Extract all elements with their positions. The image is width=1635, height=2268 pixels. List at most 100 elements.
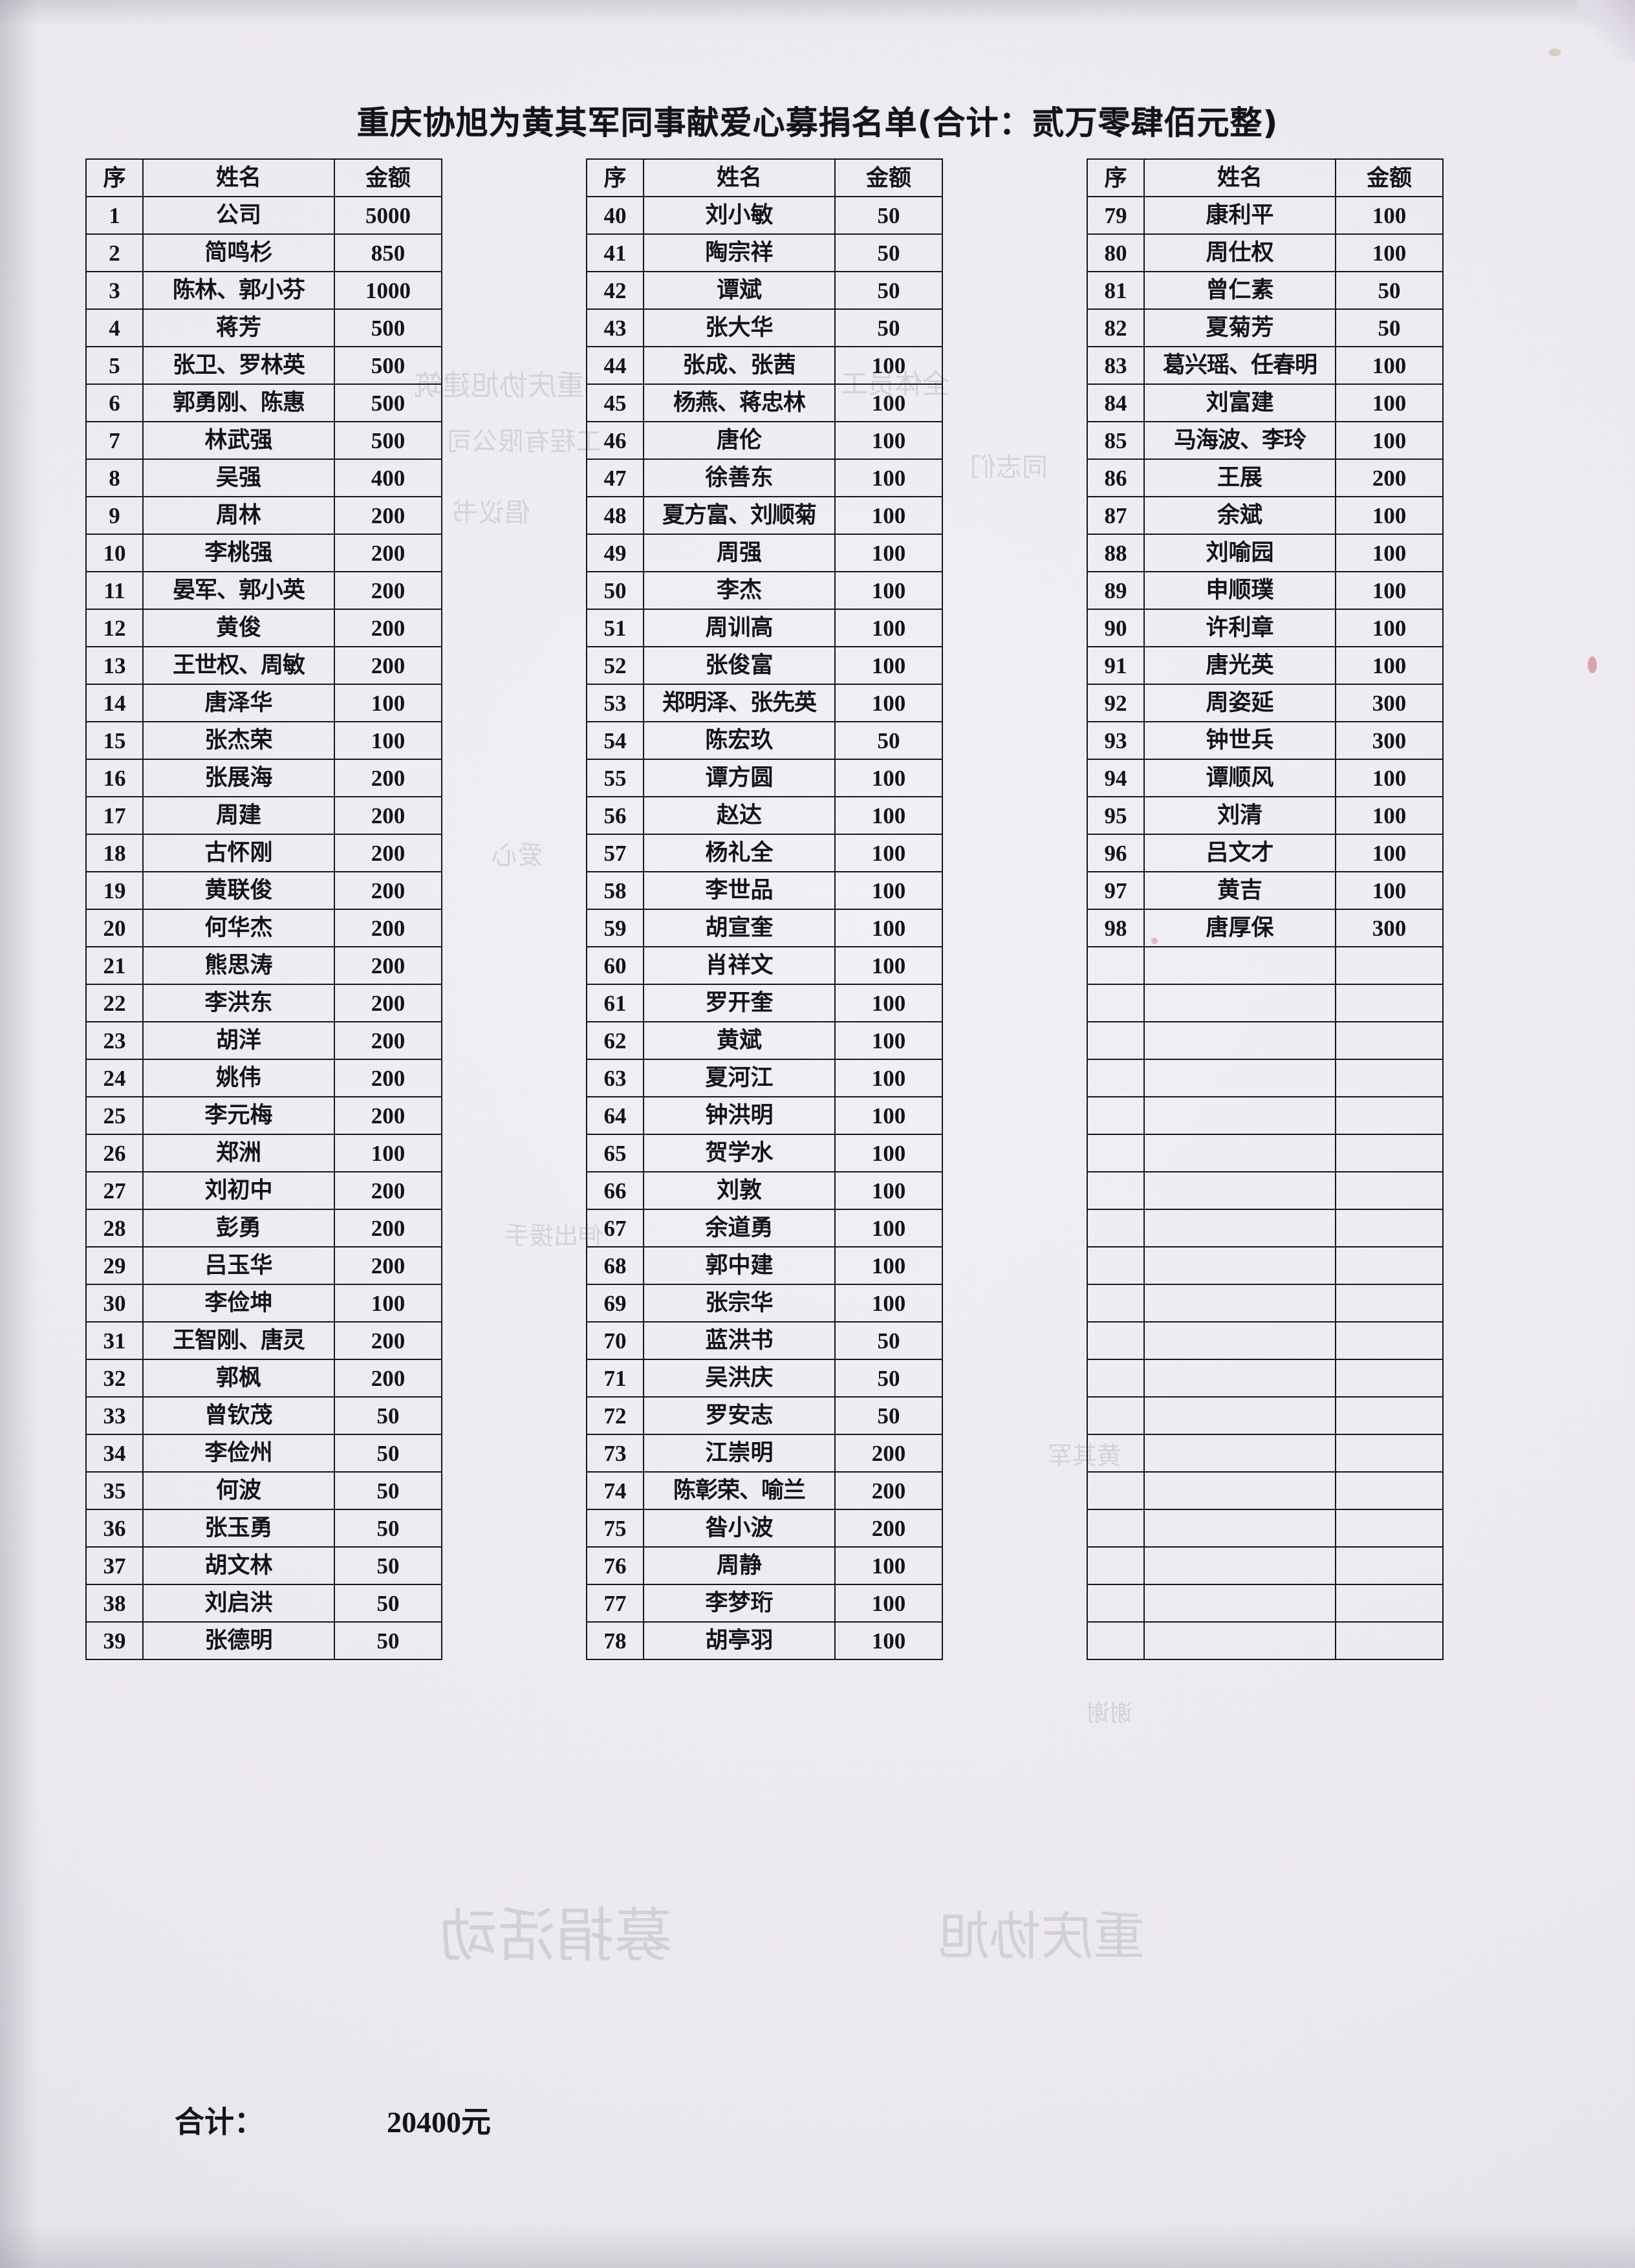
- row-donor-name: 吕文才: [1143, 834, 1336, 872]
- row-amount: 200: [834, 1471, 943, 1510]
- row-index: 19: [85, 871, 144, 910]
- row-index: 17: [85, 796, 144, 835]
- row-amount: 200: [334, 1021, 442, 1060]
- table-row: 34 李俭州 50: [85, 1434, 442, 1473]
- row-donor-name: 罗开奎: [643, 984, 836, 1022]
- row-amount: 100: [1335, 834, 1444, 872]
- row-index: [1087, 1321, 1145, 1360]
- row-amount: [1335, 1359, 1444, 1398]
- table-header-row: 序 姓名 金额: [586, 158, 943, 197]
- table-row: 82 夏菊芳 50: [1087, 308, 1444, 347]
- table-row: 55 谭方圆 100: [586, 759, 943, 797]
- row-donor-name: 张宗华: [643, 1284, 836, 1323]
- table-row: 86 王展 200: [1087, 459, 1444, 497]
- row-donor-name: 王世权、周敏: [142, 646, 335, 685]
- row-index: 72: [586, 1396, 644, 1435]
- row-index: [1087, 984, 1145, 1022]
- row-amount: 200: [334, 834, 442, 872]
- row-amount: 50: [334, 1396, 442, 1435]
- row-index: 5: [85, 346, 144, 385]
- row-donor-name: [1143, 1396, 1336, 1435]
- table-header-row: 序 姓名 金额: [85, 158, 442, 197]
- row-index: 39: [85, 1621, 144, 1660]
- row-amount: [1335, 1021, 1444, 1060]
- row-donor-name: [1143, 1546, 1336, 1585]
- table-row: 98 唐厚保 300: [1087, 909, 1444, 947]
- table-row: 71 吴洪庆 50: [586, 1359, 943, 1398]
- row-donor-name: 王展: [1143, 459, 1336, 497]
- table-row: 95 刘清 100: [1087, 796, 1444, 835]
- row-index: 42: [586, 271, 644, 310]
- row-index: 48: [586, 496, 644, 535]
- row-amount: 100: [1335, 346, 1444, 385]
- row-donor-name: 唐伦: [643, 421, 836, 460]
- row-donor-name: 周建: [142, 796, 335, 835]
- row-donor-name: 刘清: [1143, 796, 1336, 835]
- table-row-empty: [1087, 1284, 1444, 1323]
- table-row: 43 张大华 50: [586, 308, 943, 347]
- table-row-empty: [1087, 1021, 1444, 1060]
- row-amount: 50: [1335, 308, 1444, 347]
- table-row: 90 许利章 100: [1087, 609, 1444, 647]
- table-row: 38 刘启洪 50: [85, 1584, 442, 1623]
- row-index: [1087, 1284, 1145, 1323]
- row-index: 3: [85, 271, 144, 310]
- table-row: 93 钟世兵 300: [1087, 721, 1444, 760]
- row-index: 21: [85, 946, 144, 985]
- row-donor-name: 李世品: [643, 871, 836, 910]
- table-row: 97 黄吉 100: [1087, 871, 1444, 910]
- row-donor-name: 陈彰荣、喻兰: [643, 1471, 836, 1510]
- row-index: 80: [1087, 233, 1145, 272]
- row-index: 56: [586, 796, 644, 835]
- table-row: 32 郭枫 200: [85, 1359, 442, 1398]
- row-amount: 1000: [334, 271, 442, 310]
- row-index: [1087, 1209, 1145, 1247]
- row-index: 41: [586, 233, 644, 272]
- row-amount: 500: [334, 421, 442, 460]
- row-index: 27: [85, 1171, 144, 1210]
- row-donor-name: 刘喻园: [1143, 534, 1336, 572]
- row-donor-name: 曾钦茂: [142, 1396, 335, 1435]
- row-amount: [1335, 1246, 1444, 1285]
- table-body-left: 1 公司 5000 2 简鸣杉 850 3 陈林、郭小芬 1000 4 蒋芳 500 5 张卫、罗林英 50…: [85, 196, 442, 1660]
- row-index: 92: [1087, 684, 1145, 722]
- row-index: 47: [586, 459, 644, 497]
- row-donor-name: 胡宣奎: [643, 909, 836, 947]
- row-index: 84: [1087, 383, 1145, 422]
- row-donor-name: 熊思涛: [142, 946, 335, 985]
- row-donor-name: [1143, 1021, 1336, 1060]
- column-header-index: 序: [586, 158, 644, 197]
- table-row: 3 陈林、郭小芬 1000: [85, 271, 442, 310]
- table-row: 7 林武强 500: [85, 421, 442, 460]
- row-amount: 200: [334, 1059, 442, 1097]
- row-donor-name: 黄斌: [643, 1021, 836, 1060]
- table-row: 15 张杰荣 100: [85, 721, 442, 760]
- row-donor-name: 刘初中: [142, 1171, 335, 1210]
- row-amount: 100: [834, 871, 943, 910]
- row-amount: 300: [1335, 721, 1444, 760]
- row-index: [1087, 1621, 1145, 1660]
- table-row: 80 周仕权 100: [1087, 233, 1444, 272]
- row-donor-name: 刘启洪: [142, 1584, 335, 1623]
- row-amount: 100: [1335, 534, 1444, 572]
- row-donor-name: 蒋芳: [142, 308, 335, 347]
- column-header-name: 姓名: [142, 158, 335, 197]
- row-index: [1087, 1059, 1145, 1097]
- row-index: 50: [586, 571, 644, 610]
- column-header-name: 姓名: [1143, 158, 1336, 197]
- row-donor-name: 古怀刚: [142, 834, 335, 872]
- row-donor-name: 张玉勇: [142, 1509, 335, 1548]
- table-row: 87 余斌 100: [1087, 496, 1444, 535]
- row-amount: [1335, 1621, 1444, 1660]
- row-amount: 50: [334, 1434, 442, 1473]
- row-amount: 100: [834, 1584, 943, 1623]
- row-donor-name: 胡亭羽: [643, 1621, 836, 1660]
- column-header-amount: 金额: [834, 158, 943, 197]
- row-donor-name: [1143, 1096, 1336, 1135]
- row-amount: 100: [834, 459, 943, 497]
- row-donor-name: 蓝洪书: [643, 1321, 836, 1360]
- table-row: 47 徐善东 100: [586, 459, 943, 497]
- row-index: 20: [85, 909, 144, 947]
- row-amount: 200: [334, 909, 442, 947]
- table-row: 92 周姿延 300: [1087, 684, 1444, 722]
